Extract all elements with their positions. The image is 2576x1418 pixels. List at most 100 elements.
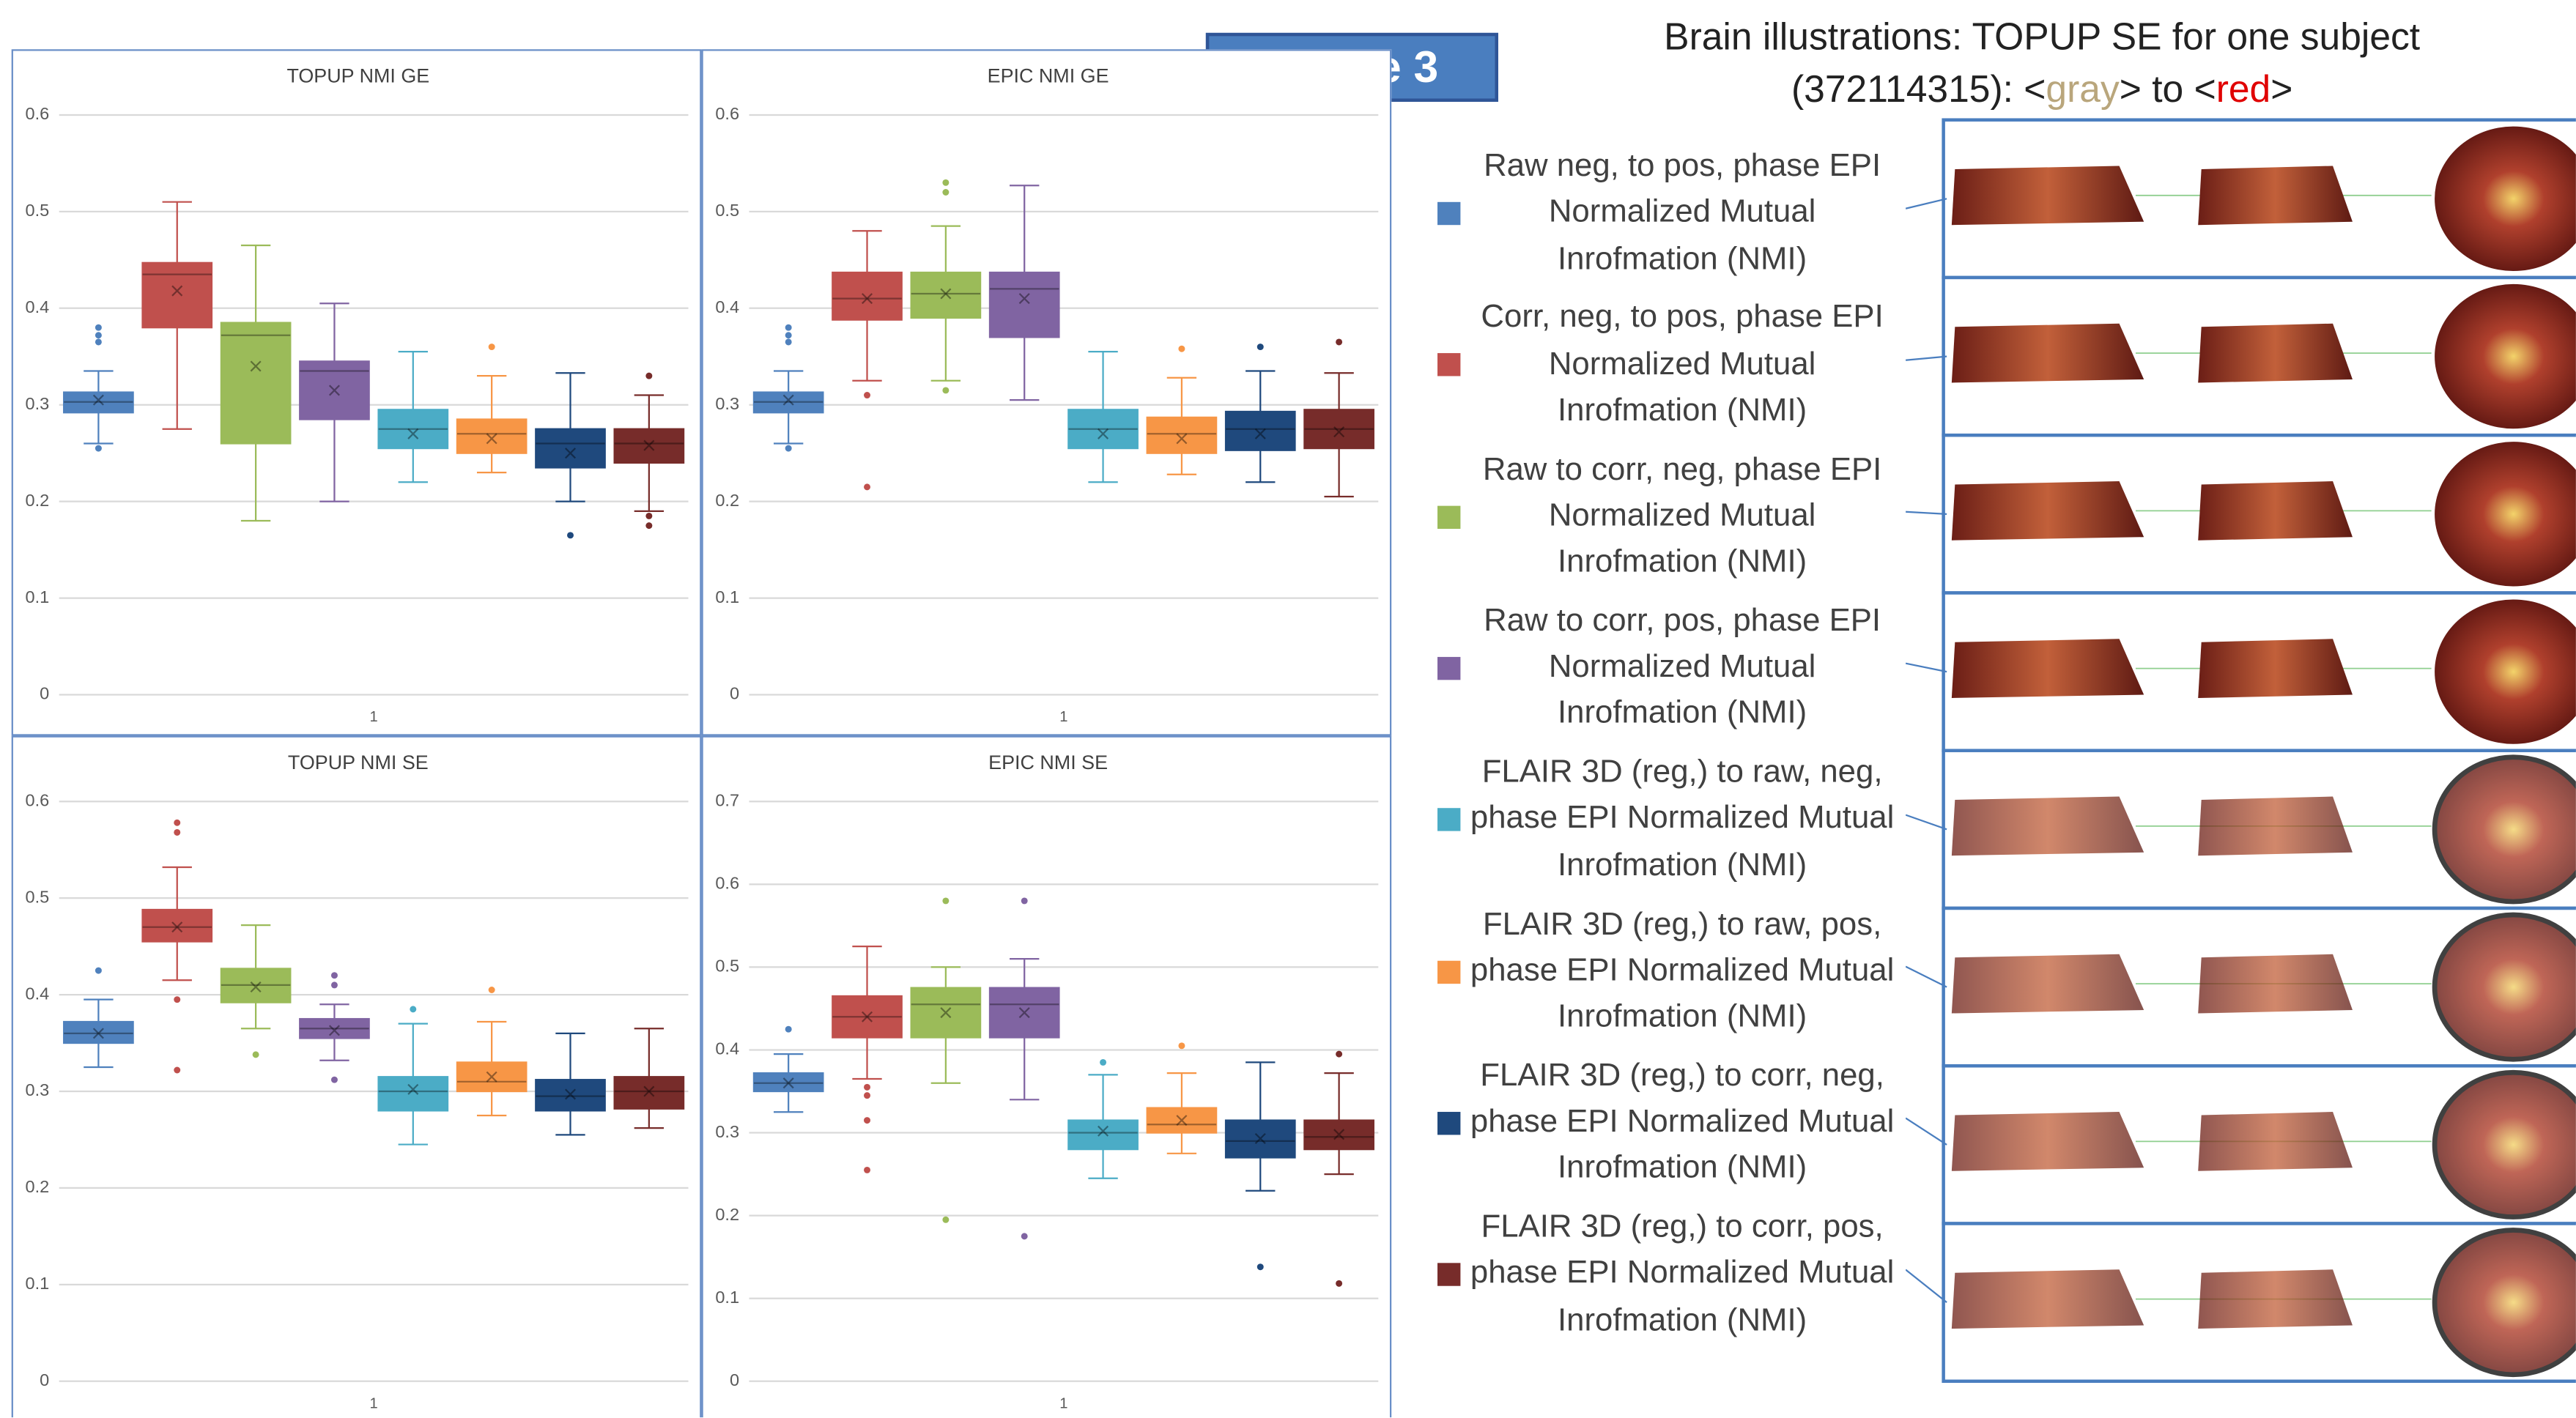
legend-label: FLAIR 3D (reg,) to corr, pos, phase EPI … [1467, 1204, 1897, 1343]
legend-item: FLAIR 3D (reg,) to raw, pos, phase EPI N… [1423, 897, 1906, 1045]
box [1068, 1121, 1137, 1150]
outlier [331, 981, 338, 988]
legend-swatch [1437, 1112, 1460, 1135]
y-tick-label: 0.4 [715, 1039, 739, 1058]
y-tick-label: 0.3 [715, 1122, 739, 1141]
box [1226, 412, 1295, 450]
chart: EPIC NMI SE00.10.20.30.40.50.60.71 [703, 738, 1394, 1418]
outlier [410, 1006, 416, 1012]
outlier [942, 387, 949, 393]
outlier [645, 513, 652, 519]
outlier [864, 1117, 870, 1124]
chart: EPIC NMI GE00.10.20.30.40.50.61 [703, 51, 1394, 738]
y-tick-label: 0.2 [26, 1177, 50, 1196]
connector [1906, 664, 1947, 672]
y-tick-label: 0.1 [715, 587, 739, 606]
legend-item: Raw to corr, pos, phase EPI Normalized M… [1423, 594, 1906, 742]
legend-label: Raw to corr, pos, phase EPI Normalized M… [1467, 598, 1897, 737]
chart-panel: EPIC NMI SE00.10.20.30.40.50.60.71 [701, 736, 1391, 1418]
y-tick-label: 0.4 [26, 984, 50, 1003]
legend-swatch [1437, 354, 1460, 376]
brain-slice [2198, 954, 2353, 1014]
box [457, 420, 526, 453]
outlier [785, 1026, 792, 1033]
x-tick-label: 1 [370, 709, 378, 725]
y-tick-label: 0.5 [715, 957, 739, 976]
connector [1906, 198, 1947, 208]
brain-slice [1952, 1269, 2144, 1329]
outlier [174, 829, 180, 836]
x-tick-label: 1 [1059, 1395, 1067, 1411]
y-tick-label: 0.2 [715, 491, 739, 510]
outlier [1336, 1280, 1342, 1287]
brain-slice [1952, 324, 2144, 383]
outlier [331, 1077, 338, 1083]
brain-axial [2435, 915, 2576, 1059]
brain-slice [1952, 639, 2144, 698]
outlier [1257, 1263, 1264, 1270]
outlier [785, 338, 792, 345]
chart-title: EPIC NMI GE [988, 64, 1109, 86]
brain-slice [2198, 639, 2353, 698]
legend: Raw neg, to pos, phase EPI Normalized Mu… [1423, 135, 1906, 1360]
brain-slice [1952, 166, 2144, 225]
connector [1906, 512, 1947, 514]
brain-axial [2435, 1230, 2576, 1374]
y-tick-label: 0.4 [715, 297, 739, 316]
brain-axial [2435, 757, 2576, 902]
y-tick-label: 0.4 [26, 297, 50, 316]
outlier [1257, 344, 1264, 350]
outlier [864, 392, 870, 398]
outlier [1021, 1233, 1028, 1239]
legend-label: FLAIR 3D (reg,) to raw, pos, phase EPI N… [1467, 901, 1897, 1040]
box [221, 323, 290, 444]
outlier [95, 332, 102, 338]
outlier [785, 332, 792, 338]
legend-swatch [1437, 202, 1460, 225]
connector [1906, 815, 1947, 830]
y-tick-label: 0 [40, 1370, 49, 1389]
y-tick-label: 0.1 [715, 1288, 739, 1307]
outlier [95, 324, 102, 331]
outlier [864, 483, 870, 490]
brain-slice [2198, 166, 2353, 225]
legend-label: Corr, neg, to pos, phase EPI Normalized … [1467, 294, 1897, 434]
outlier [1178, 1042, 1185, 1049]
chart-title: TOPUP NMI SE [288, 751, 429, 773]
y-tick-label: 0 [730, 684, 739, 703]
brain-slice [2198, 1269, 2353, 1329]
legend-label: FLAIR 3D (reg,) to raw, neg, phase EPI N… [1467, 749, 1897, 888]
outlier [1100, 1059, 1106, 1066]
x-tick-label: 1 [370, 1395, 378, 1411]
brain-slice [1952, 954, 2144, 1014]
outlier [864, 1084, 870, 1091]
legend-item: Raw to corr, neg, phase EPI Normalized M… [1423, 443, 1906, 591]
y-tick-label: 0 [730, 1370, 739, 1389]
y-tick-label: 0.3 [26, 1080, 50, 1099]
y-tick-label: 0.5 [715, 201, 739, 220]
chart-panel: TOPUP NMI SE00.10.20.30.40.50.61 [12, 736, 702, 1418]
y-tick-label: 0.3 [715, 394, 739, 413]
y-tick-label: 0.3 [26, 394, 50, 413]
outlier [942, 179, 949, 186]
legend-swatch [1437, 505, 1460, 528]
outlier [645, 522, 652, 529]
box [143, 910, 212, 942]
legend-swatch [1437, 809, 1460, 831]
box [832, 272, 901, 320]
box [1147, 417, 1216, 453]
legend-item: Corr, neg, to pos, phase EPI Normalized … [1423, 292, 1906, 439]
y-tick-label: 0.5 [26, 201, 50, 220]
outlier [1021, 897, 1028, 904]
outlier [95, 445, 102, 452]
y-tick-label: 0.6 [715, 874, 739, 893]
box [379, 1077, 448, 1110]
legend-swatch [1437, 657, 1460, 680]
brain-slice [1952, 1112, 2144, 1171]
y-tick-label: 0.7 [715, 790, 739, 809]
chart-title: EPIC NMI SE [988, 751, 1108, 773]
y-tick-label: 0.6 [26, 790, 50, 809]
outlier [174, 1067, 180, 1074]
